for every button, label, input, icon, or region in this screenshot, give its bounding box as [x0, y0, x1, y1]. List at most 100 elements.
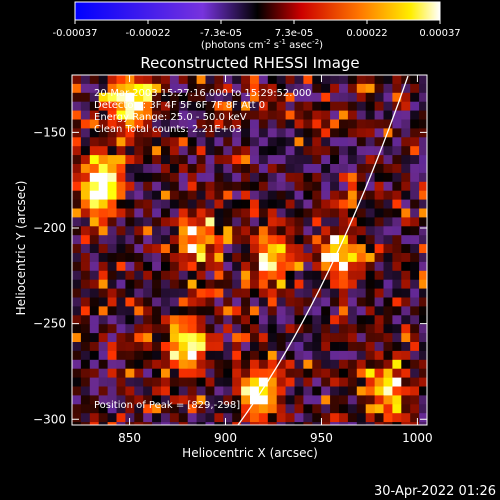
heatmap-cell [152, 199, 162, 209]
heatmap-cell [356, 199, 366, 209]
heatmap-cell [374, 101, 384, 111]
heatmap-cell [116, 199, 126, 209]
heatmap-cell [134, 404, 144, 414]
heatmap-cell [312, 226, 322, 236]
heatmap-cell [80, 386, 91, 396]
heatmap-cell [419, 235, 427, 245]
heatmap-cell [125, 315, 135, 325]
heatmap-cell [98, 164, 108, 174]
heatmap-cell [294, 333, 304, 343]
heatmap-cell [419, 297, 427, 307]
heatmap-cell [72, 386, 82, 396]
heatmap-cell [419, 333, 427, 343]
heatmap-cell [169, 413, 180, 423]
heatmap-cell [303, 110, 313, 120]
heatmap-cell [107, 342, 117, 352]
heatmap-cell [356, 190, 366, 200]
heatmap-cell [258, 315, 269, 325]
heatmap-cell [152, 368, 162, 378]
heatmap-cell [80, 315, 91, 325]
heatmap-cell [392, 199, 402, 209]
heatmap-cell [250, 306, 260, 316]
heatmap-cell [410, 324, 420, 334]
heatmap-cell [107, 288, 117, 298]
heatmap-cell [410, 92, 420, 102]
colorbar-tick-label: -7.3e-05 [200, 28, 242, 39]
heatmap-cell [214, 342, 224, 352]
heatmap-cell [339, 119, 349, 129]
heatmap-cell [383, 146, 393, 156]
heatmap-cell [410, 368, 420, 378]
heatmap-cell [161, 315, 171, 325]
heatmap-cell [134, 413, 144, 423]
heatmap-cell [258, 270, 269, 280]
heatmap-cell [374, 244, 384, 254]
heatmap-cell [196, 315, 206, 325]
heatmap-cell [161, 217, 171, 227]
heatmap-cell [205, 119, 215, 129]
heatmap-cell [80, 101, 91, 111]
heatmap-cell [196, 101, 206, 111]
heatmap-cell [392, 190, 402, 200]
heatmap-cell [143, 119, 153, 129]
heatmap-cell [152, 83, 162, 94]
heatmap-cell [161, 235, 171, 245]
heatmap-cell [374, 368, 384, 378]
heatmap-cell [241, 137, 251, 147]
heatmap-cell [187, 235, 197, 245]
heatmap-cell [312, 395, 322, 405]
heatmap-cell [107, 333, 117, 343]
heatmap-cell [294, 377, 304, 387]
heatmap-cell [80, 377, 91, 387]
heatmap-cell [89, 137, 99, 147]
colorbar-units: (photons cm-2 s-1 asec-2) [201, 38, 323, 51]
heatmap-cell [303, 181, 313, 191]
heatmap-cell [80, 244, 91, 254]
heatmap-cell [374, 324, 384, 334]
heatmap-cell [125, 244, 135, 254]
heatmap-cell [285, 324, 295, 334]
heatmap-cell [152, 101, 162, 111]
heatmap-cell [134, 315, 144, 325]
heatmap-cell [214, 128, 224, 138]
heatmap-cell [294, 342, 304, 352]
heatmap-cell [392, 235, 402, 245]
heatmap-cell [125, 92, 135, 102]
heatmap-cell [232, 413, 242, 423]
heatmap-cell [383, 101, 393, 111]
heatmap-cell [89, 422, 99, 425]
heatmap-cell [178, 110, 188, 120]
heatmap-cell [196, 342, 206, 352]
heatmap-cell [312, 377, 322, 387]
heatmap-cell [125, 324, 135, 334]
heatmap-cell [303, 253, 313, 263]
heatmap-cell [250, 128, 260, 138]
heatmap-cell [330, 386, 340, 396]
heatmap-cell [152, 217, 162, 227]
heatmap-cell [223, 279, 233, 289]
heatmap-cell [356, 92, 366, 102]
heatmap-cell [178, 146, 188, 156]
heatmap-cell [276, 279, 286, 289]
heatmap-cell [134, 217, 144, 227]
heatmap-cell [161, 181, 171, 191]
heatmap-cell [285, 146, 295, 156]
axis-tick-labels: 850 900 950 1000−150−200−250−300 [33, 125, 433, 445]
heatmap-cell [267, 208, 277, 218]
heatmap-cell [250, 155, 260, 165]
heatmap-cell [143, 75, 153, 85]
heatmap-cell [276, 288, 286, 298]
heatmap-cell [89, 297, 99, 307]
heatmap-cell [285, 359, 295, 369]
heatmap-cell [410, 146, 420, 156]
heatmap-cell [339, 226, 349, 236]
heatmap-cell [134, 261, 144, 272]
heatmap-cell [365, 297, 375, 307]
heatmap-cell [152, 128, 162, 138]
heatmap-cell [321, 172, 331, 183]
heatmap-cell [107, 359, 117, 369]
heatmap-cell [98, 315, 108, 325]
heatmap-cell [134, 137, 144, 147]
heatmap-cell [419, 128, 427, 138]
heatmap-cell [321, 386, 331, 396]
